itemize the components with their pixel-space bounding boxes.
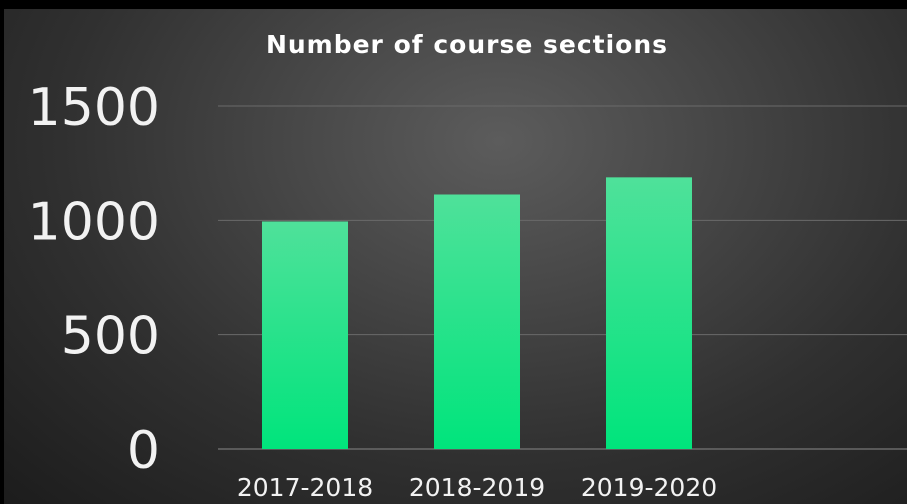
x-tick-label: 2019-2020 — [581, 473, 717, 502]
x-tick-label: 2017-2018 — [237, 473, 373, 502]
x-tick-label: 2018-2019 — [409, 473, 545, 502]
bar-2019-2020 — [606, 177, 692, 449]
bar-2017-2018 — [262, 221, 348, 449]
chart-title: Number of course sections — [266, 30, 668, 59]
y-tick-label: 1500 — [28, 78, 160, 138]
y-tick-label: 1000 — [28, 192, 160, 252]
x-axis-ticks: 2017-2018 2018-2019 2019-2020 — [237, 473, 717, 502]
y-tick-label: 0 — [127, 421, 160, 481]
bars — [262, 177, 692, 449]
bar-2018-2019 — [434, 194, 520, 449]
y-axis-ticks: 0 500 1000 1500 — [28, 78, 160, 481]
y-tick-label: 500 — [61, 307, 160, 367]
